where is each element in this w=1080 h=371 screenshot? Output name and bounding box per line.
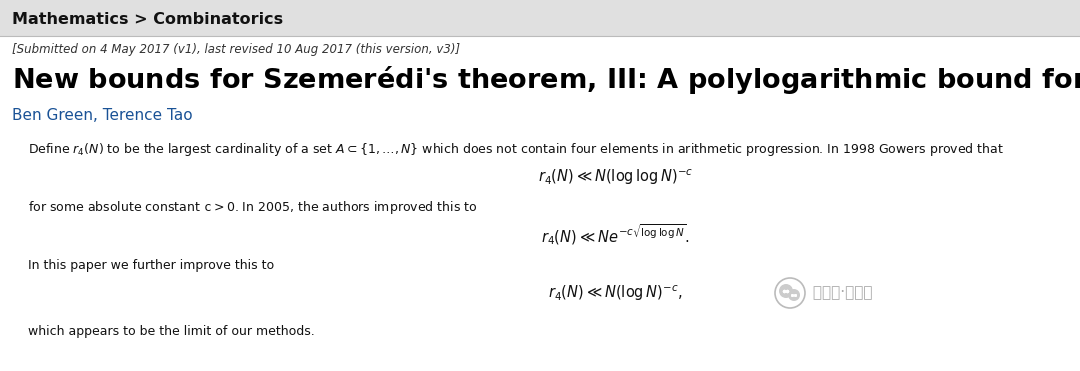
Text: In this paper we further improve this to: In this paper we further improve this to	[28, 259, 274, 272]
Text: [Submitted on 4 May 2017 (v1), last revised 10 Aug 2017 (this version, v3)]: [Submitted on 4 May 2017 (v1), last revi…	[12, 43, 460, 56]
FancyBboxPatch shape	[0, 0, 1080, 36]
Circle shape	[788, 289, 800, 301]
Text: which appears to be the limit of our methods.: which appears to be the limit of our met…	[28, 325, 314, 338]
Text: $r_4(N) \ll Ne^{-c\sqrt{\log\log N}}$.: $r_4(N) \ll Ne^{-c\sqrt{\log\log N}}$.	[541, 223, 690, 247]
FancyBboxPatch shape	[0, 36, 1080, 371]
Text: Define $r_4(N)$ to be the largest cardinality of a set $A \subset \{1, \ldots, N: Define $r_4(N)$ to be the largest cardin…	[28, 141, 1004, 158]
Text: $r_4(N) \ll N(\log\log N)^{-c}$: $r_4(N) \ll N(\log\log N)^{-c}$	[538, 167, 693, 187]
Circle shape	[779, 284, 793, 298]
Text: Mathematics > Combinatorics: Mathematics > Combinatorics	[12, 13, 283, 27]
Text: New bounds for Szemerédi's theorem, III: A polylogarithmic bound for $r_4(N)$: New bounds for Szemerédi's theorem, III:…	[12, 64, 1080, 96]
Text: 公众号·量子位: 公众号·量子位	[808, 286, 873, 301]
Text: Ben Green, Terence Tao: Ben Green, Terence Tao	[12, 108, 192, 124]
Text: for some absolute constant $\mathtt{c} > 0$. In 2005, the authors improved this : for some absolute constant $\mathtt{c} >…	[28, 198, 477, 216]
Text: $r_4(N) \ll N(\log N)^{-c}$,: $r_4(N) \ll N(\log N)^{-c}$,	[549, 283, 683, 303]
